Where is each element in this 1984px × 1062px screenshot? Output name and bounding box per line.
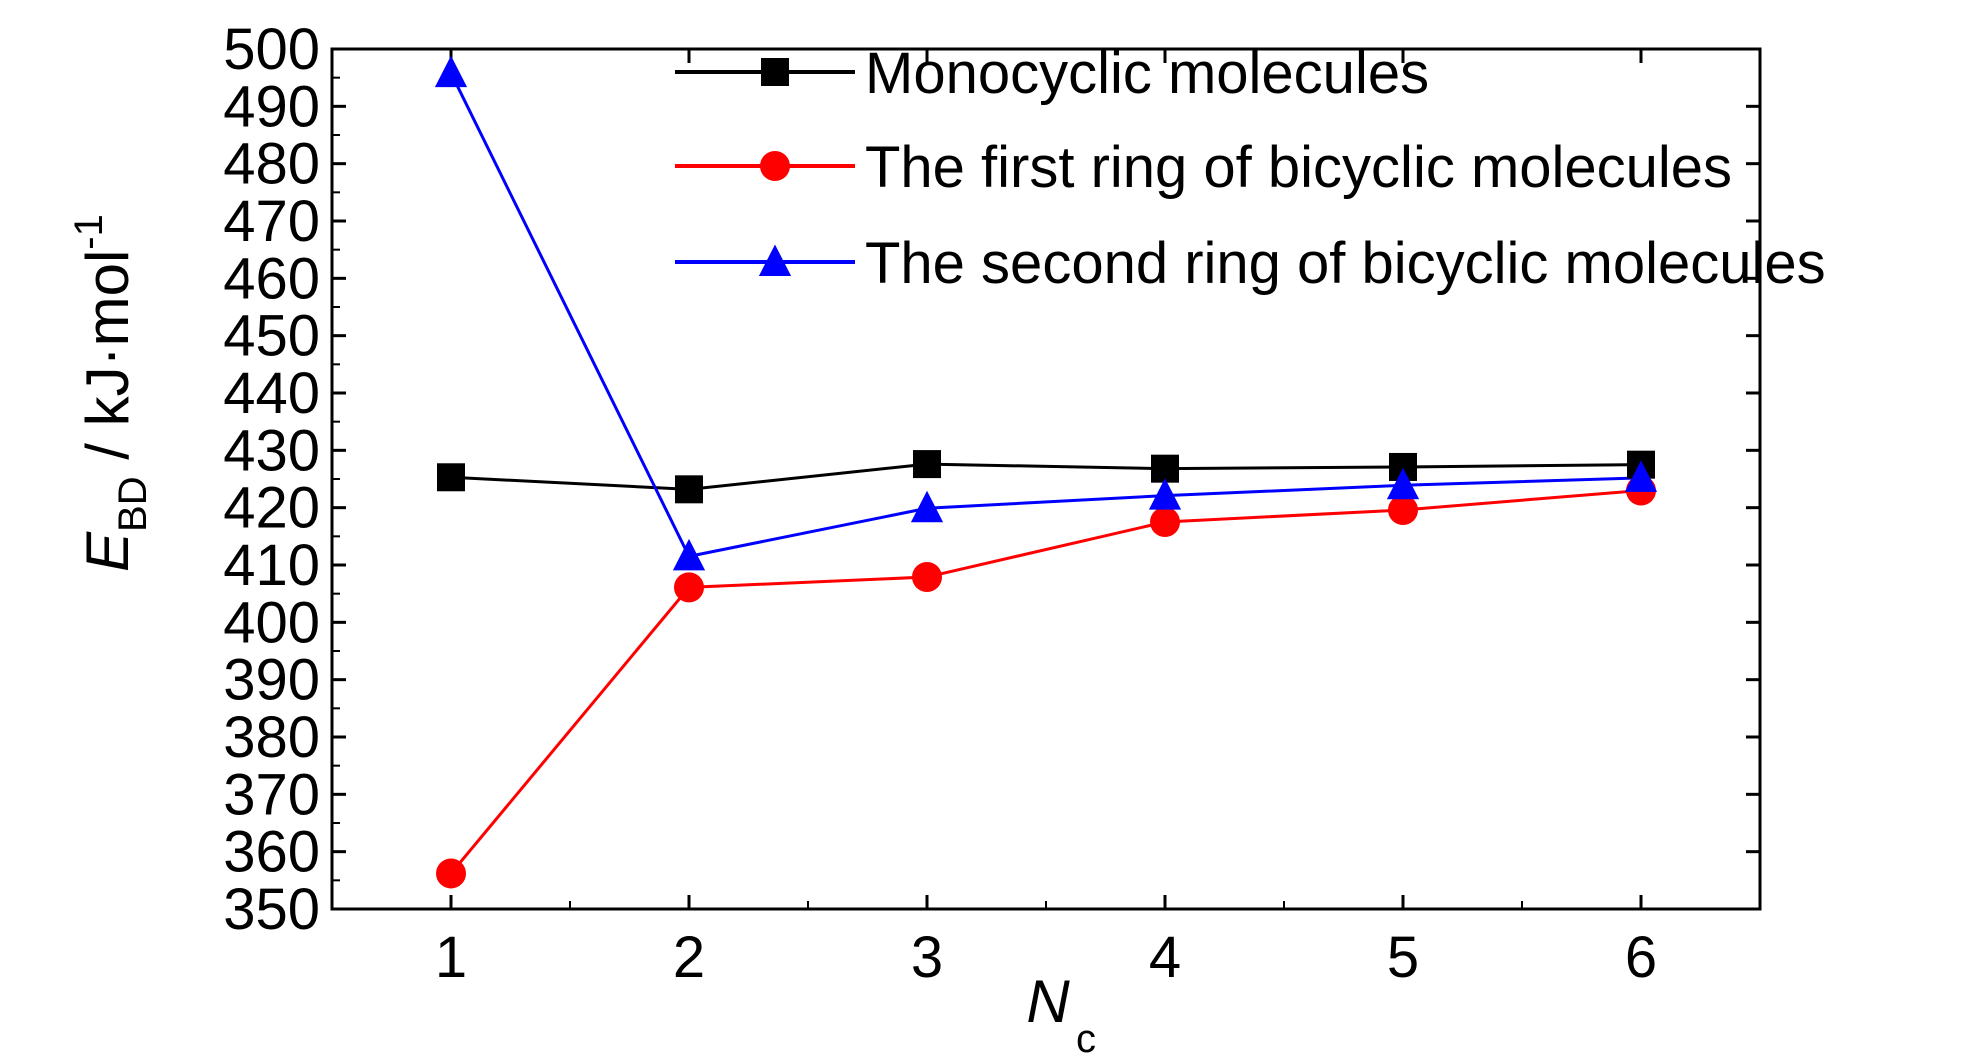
data-point-series-3: [1386, 467, 1420, 500]
x-axis-label-subscript: c: [1076, 1017, 1096, 1061]
y-tick-label: 490: [223, 74, 320, 139]
legend-marker: [760, 151, 790, 181]
series-line-1: [450, 462, 1642, 491]
y-axis-label-unit: / kJ·mol: [74, 250, 141, 477]
y-tick-label: 380: [223, 705, 320, 770]
data-point-series-1: [913, 450, 941, 479]
x-tick-label: 3: [911, 925, 943, 990]
data-point-series-1: [675, 475, 703, 504]
y-tick-label: 450: [223, 304, 320, 369]
legend-marker: [761, 58, 789, 86]
svg-text:EBD / kJ·mol-1: EBD / kJ·mol-1: [67, 214, 155, 572]
series-lines: [449, 72, 1642, 875]
x-axis-label-main: N: [1026, 968, 1070, 1035]
x-tick-label: 6: [1625, 925, 1657, 990]
y-axis-label-main: E: [74, 531, 141, 572]
data-point-series-2: [912, 562, 942, 593]
data-point-series-2: [674, 572, 704, 603]
y-tick-label: 440: [223, 361, 320, 426]
legend-label: Monocyclic molecules: [865, 41, 1429, 106]
legend-label: The second ring of bicyclic molecules: [865, 231, 1826, 296]
data-point-series-2: [436, 858, 466, 889]
y-tick-label: 410: [223, 533, 320, 598]
y-tick-label: 500: [223, 17, 320, 82]
x-tick-label: 5: [1387, 925, 1419, 990]
x-tick-label: 4: [1149, 925, 1181, 990]
data-point-series-3: [1148, 478, 1182, 510]
y-axis-label-superscript: -1: [67, 214, 111, 250]
legend-marker: [758, 244, 792, 276]
y-tick-label: 390: [223, 648, 320, 713]
series-line-2: [449, 488, 1642, 875]
data-point-series-3: [910, 490, 944, 523]
y-tick-label: 350: [223, 877, 320, 942]
data-point-series-3: [1624, 460, 1658, 492]
data-point-series-3: [434, 55, 468, 88]
data-point-series-2: [1150, 507, 1180, 537]
legend: Monocyclic molecules The first ring of bi…: [675, 41, 1826, 296]
data-point-series-1: [437, 463, 465, 492]
series-markers: [434, 55, 1658, 889]
y-tick-label: 480: [223, 132, 320, 197]
y-axis-label: EBD / kJ·mol-1: [67, 214, 155, 572]
x-axis-label: N: [1026, 968, 1070, 1035]
y-tick-label: 470: [223, 189, 320, 254]
y-axis: 3503603703803904004104204304404504604704…: [223, 17, 1760, 942]
legend-label: The first ring of bicyclic molecules: [865, 135, 1732, 200]
x-tick-label: 1: [435, 925, 467, 990]
y-axis-label-subscript: BD: [111, 476, 155, 532]
y-tick-label: 460: [223, 246, 320, 311]
series-line-3: [449, 72, 1642, 559]
data-point-series-2: [1388, 494, 1418, 525]
x-tick-label: 2: [673, 925, 705, 990]
y-tick-label: 420: [223, 476, 320, 541]
y-tick-label: 370: [223, 762, 320, 827]
data-point-series-3: [672, 538, 706, 571]
y-tick-label: 400: [223, 590, 320, 655]
y-tick-label: 360: [223, 820, 320, 885]
y-tick-label: 430: [223, 418, 320, 483]
data-point-series-1: [1151, 454, 1179, 483]
x-axis: 1 2 3 4 5 6: [435, 49, 1657, 990]
